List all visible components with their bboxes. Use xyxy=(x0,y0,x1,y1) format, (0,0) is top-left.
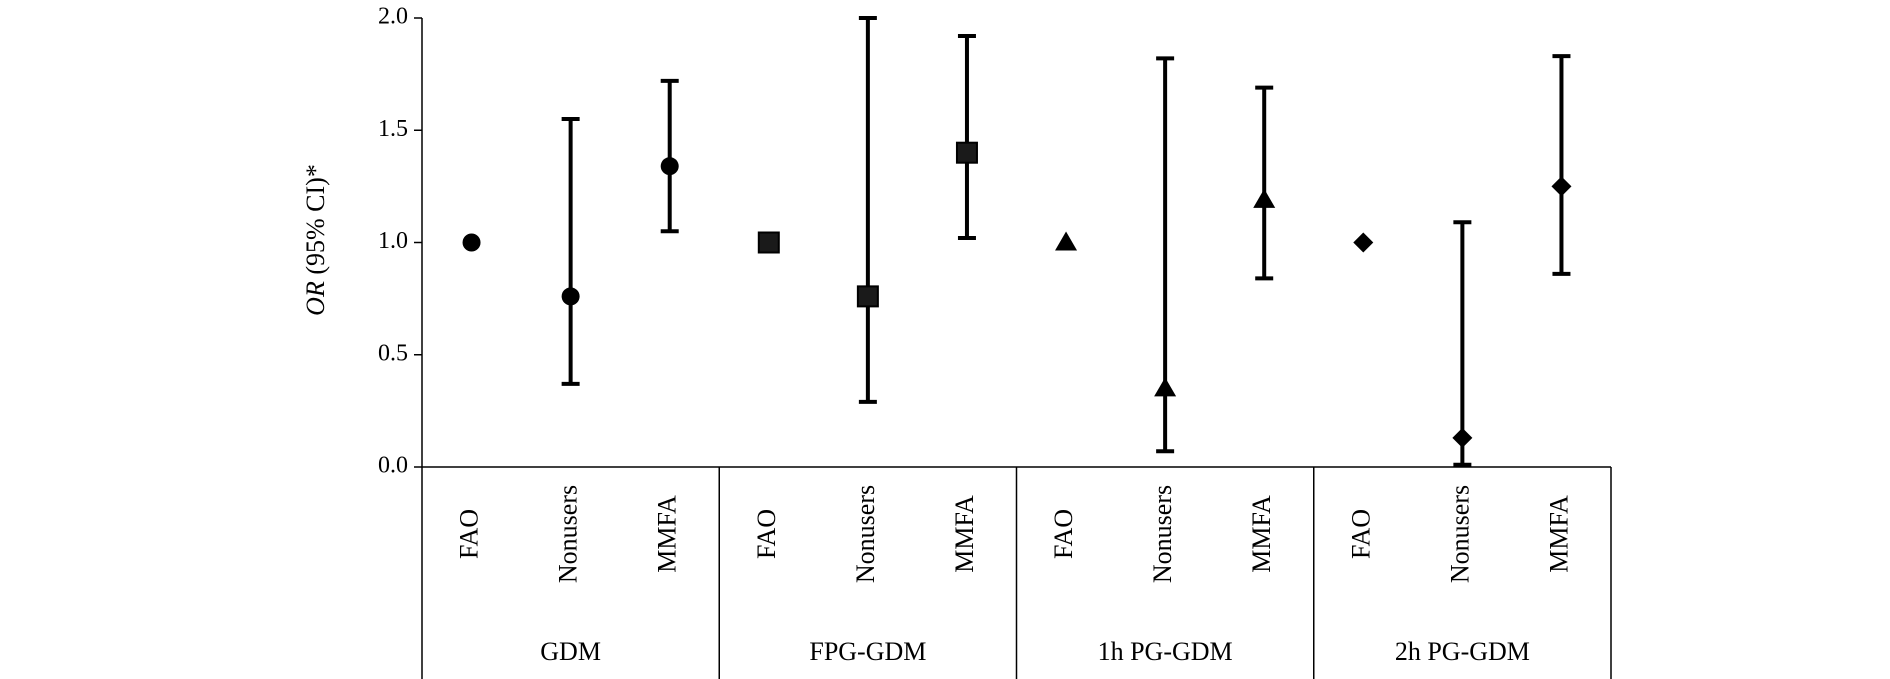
y-tick-label: 1.0 xyxy=(378,228,408,254)
category-label: FAO xyxy=(455,509,484,559)
y-tick-label: 0.0 xyxy=(378,453,408,479)
category-label: MMFA xyxy=(1247,495,1276,573)
y-axis-label-group: OR (95% CI)* xyxy=(301,164,330,316)
point-triangle xyxy=(1154,377,1177,397)
category-label: MMFA xyxy=(950,495,979,573)
point-circle xyxy=(462,233,481,252)
category-label: FAO xyxy=(752,509,781,559)
y-axis-label: OR (95% CI)* xyxy=(301,164,330,316)
category-label: Nonusers xyxy=(851,485,880,583)
y-axis-label-rest: (95% CI)* xyxy=(301,164,330,281)
y-tick-label: 1.5 xyxy=(378,116,408,142)
point-square xyxy=(856,285,879,308)
y-tick-label: 2.0 xyxy=(378,4,408,30)
category-label: Nonusers xyxy=(554,485,583,583)
point-diamond xyxy=(1551,176,1572,197)
axes: 0.0 0.5 1.0 1.5 2.0 GDM FAO Nonusers MMFA FPG-GDM… xyxy=(378,4,1612,679)
group-label: 2h PG-GDM xyxy=(1395,637,1530,666)
category-label: MMFA xyxy=(1544,495,1573,573)
category-label: FAO xyxy=(1346,509,1375,559)
y-tick-label: 0.5 xyxy=(378,340,408,366)
category-label: MMFA xyxy=(653,495,682,573)
point-triangle xyxy=(1253,188,1276,208)
group-label: FPG-GDM xyxy=(809,637,926,666)
y-axis-label-italic: OR xyxy=(301,281,330,316)
point-circle xyxy=(660,157,679,176)
chart-marks xyxy=(462,16,1572,467)
category-label: Nonusers xyxy=(1148,485,1177,583)
category-label: FAO xyxy=(1049,509,1078,559)
group-label: GDM xyxy=(540,637,601,666)
category-label: Nonusers xyxy=(1445,485,1474,583)
group-label: 1h PG-GDM xyxy=(1098,637,1233,666)
point-diamond xyxy=(1452,427,1473,448)
point-square xyxy=(955,141,978,164)
point-circle xyxy=(561,287,580,306)
point-triangle xyxy=(1055,231,1078,251)
point-square xyxy=(757,231,780,254)
point-diamond xyxy=(1353,232,1374,253)
